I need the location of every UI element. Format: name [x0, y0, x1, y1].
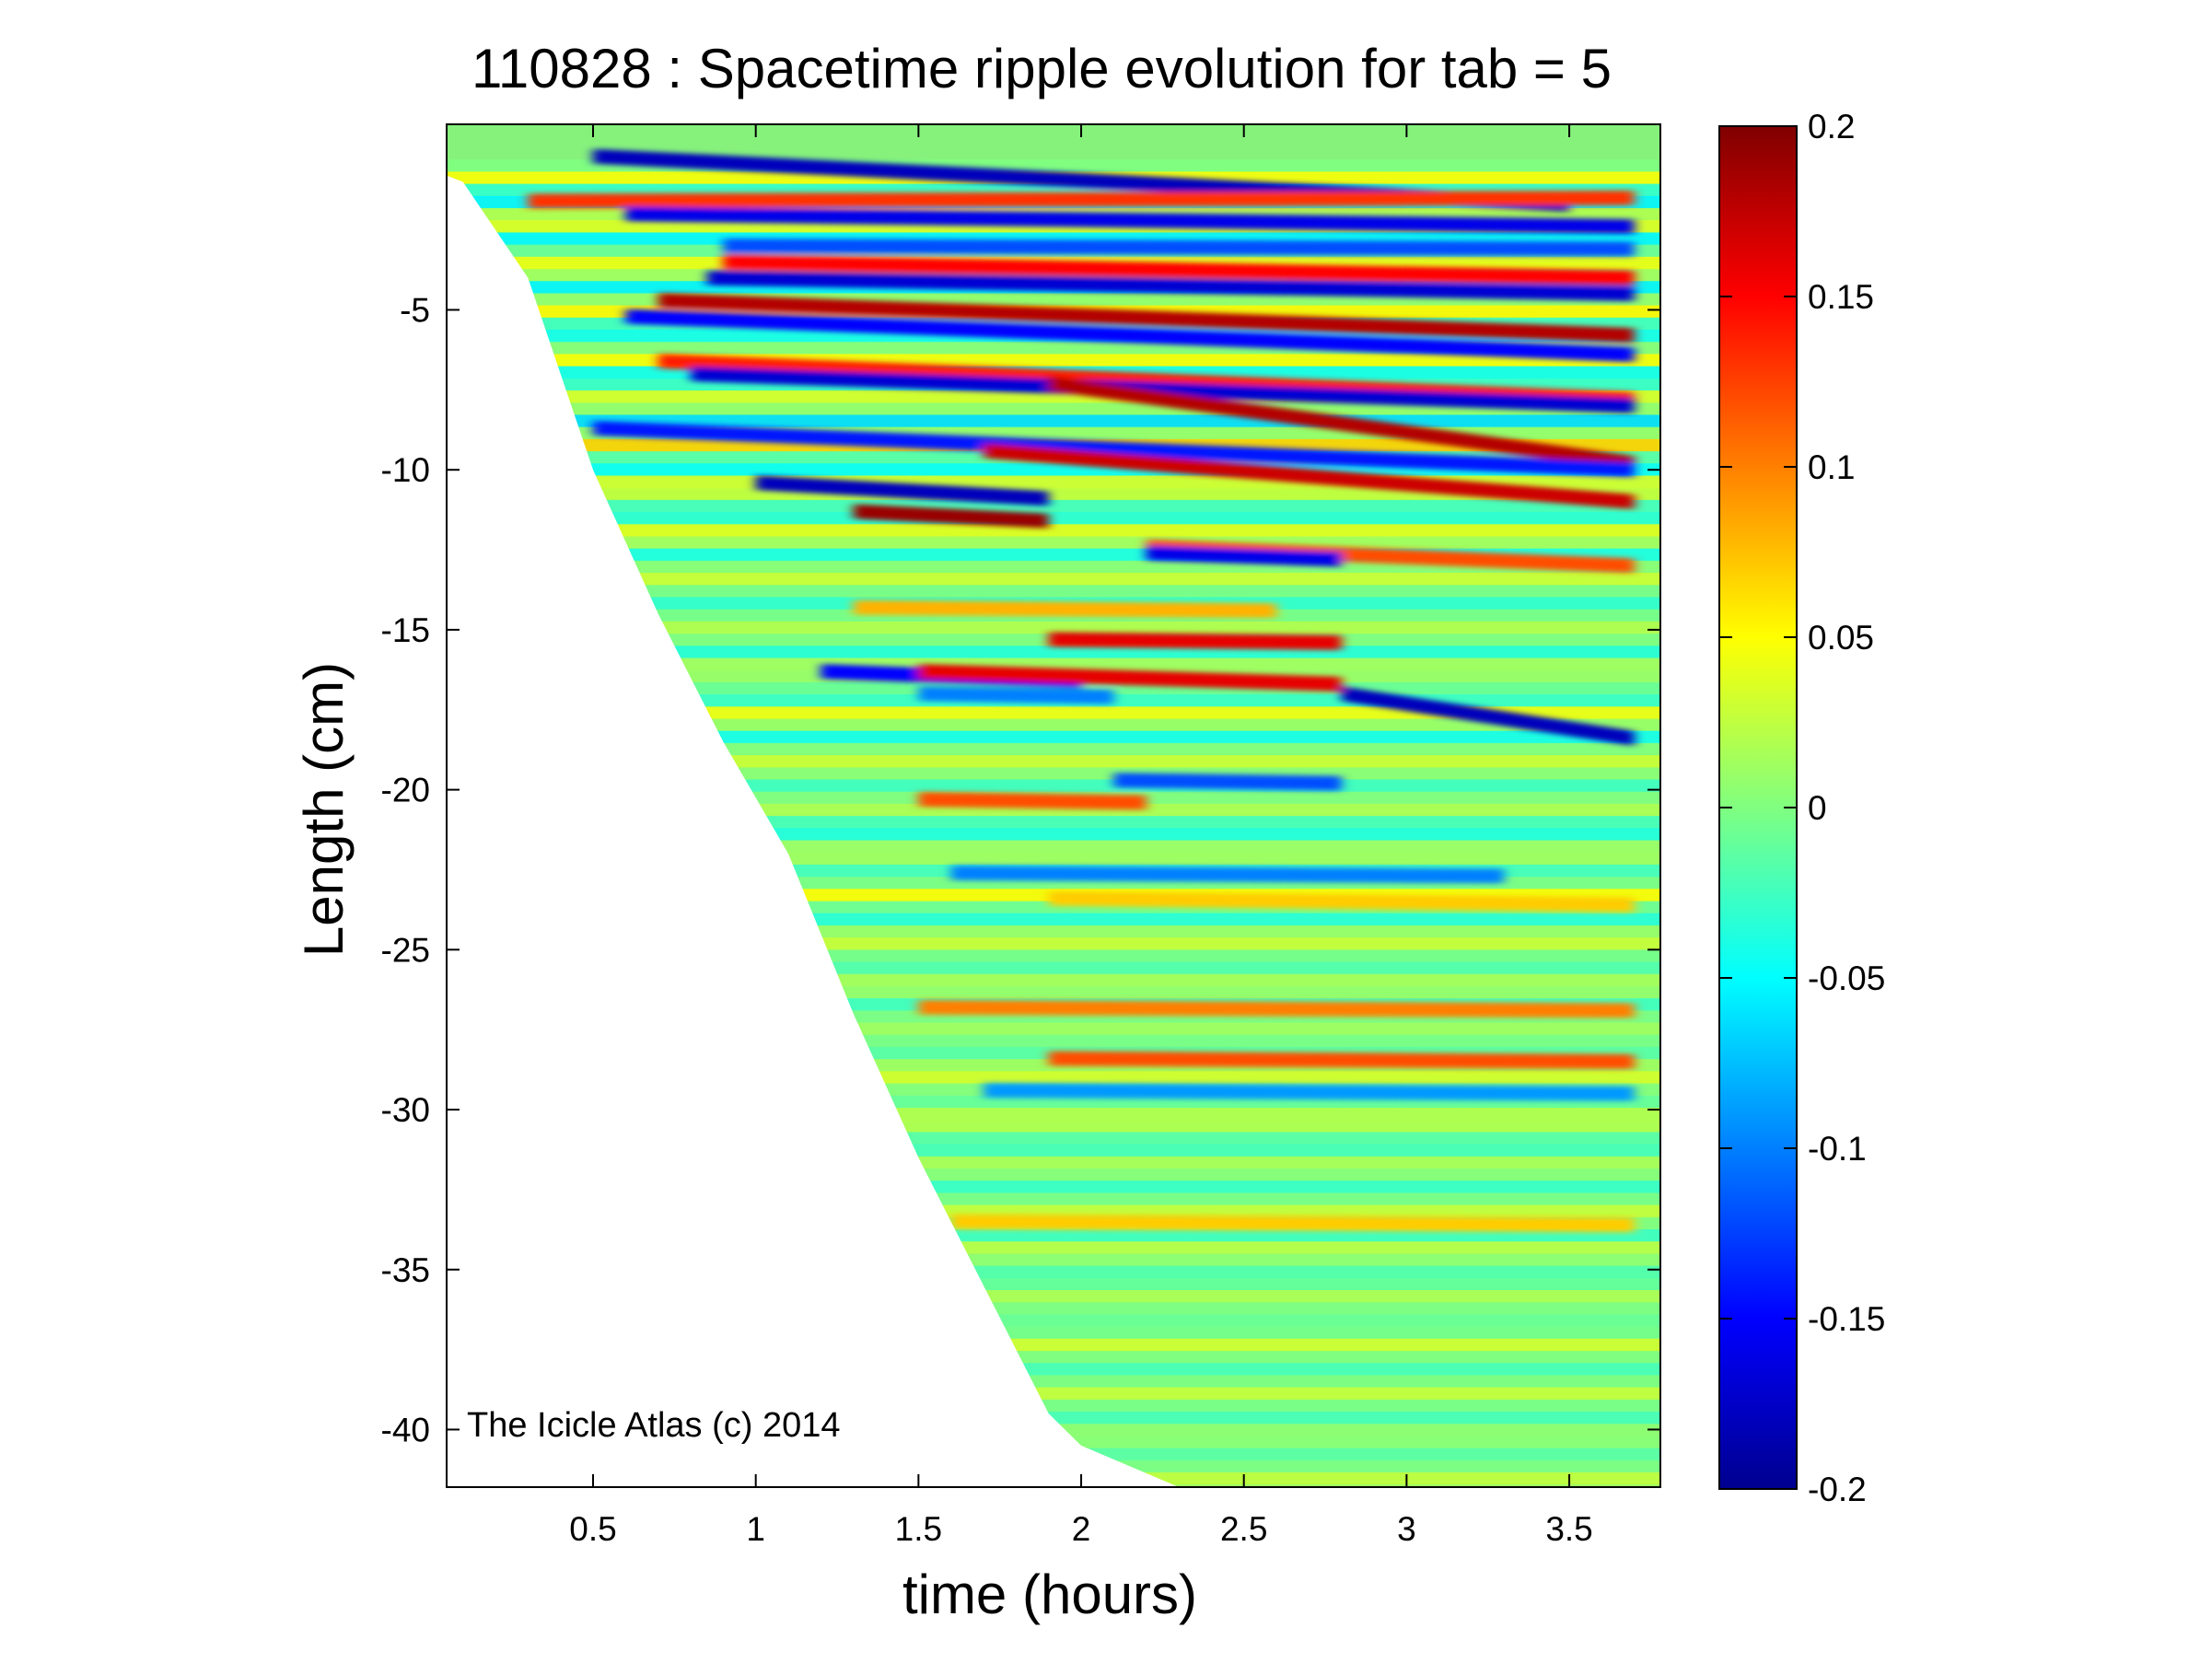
ripple-band [625, 308, 1635, 363]
ripple-band [918, 792, 1147, 810]
y-tick-label: -15 [381, 611, 430, 649]
y-tick-label: -40 [381, 1411, 430, 1448]
heatmap-stripe [447, 657, 1660, 671]
ripple-band [625, 206, 1635, 235]
heatmap-stripe [447, 524, 1660, 538]
ripple-band [658, 293, 1635, 343]
y-tick-label: -25 [381, 931, 430, 969]
ripple-band [918, 999, 1635, 1018]
ripple-band [950, 1214, 1635, 1233]
heatmap-stripe [447, 536, 1660, 550]
x-tick-label: 1 [746, 1510, 765, 1548]
x-tick-label: 1.5 [895, 1510, 942, 1548]
ripple-band [1146, 545, 1342, 567]
y-tick-label: -30 [381, 1091, 430, 1129]
colorbar-tick-label: 0.2 [1808, 108, 1855, 145]
x-tick-label: 0.5 [569, 1510, 616, 1548]
colorbar-tick-label: 0.05 [1808, 619, 1874, 657]
y-tick-label: -20 [381, 772, 430, 809]
ripple-band [853, 504, 1049, 529]
ripple-band [755, 475, 1049, 506]
x-tick-label: 3.5 [1545, 1510, 1592, 1548]
colorbar-tick-label: -0.05 [1808, 959, 1885, 997]
heatmap-stripe [447, 487, 1660, 502]
ripple-bands [528, 148, 1635, 1233]
colorbar-tick-label: -0.15 [1808, 1300, 1885, 1338]
y-tick-label: -5 [400, 292, 430, 330]
x-axis-title: time (hours) [902, 1564, 1197, 1625]
ripple-band [1113, 773, 1342, 791]
colorbar-tick-label: 0.15 [1808, 278, 1874, 316]
ripple-band [706, 270, 1635, 302]
heatmap-stripe [447, 742, 1660, 757]
heatmap-stripe [447, 755, 1660, 769]
heatmap-stripe [447, 402, 1660, 416]
y-tick-label: -35 [381, 1251, 430, 1289]
heatmap-stripe [447, 718, 1660, 732]
colorbar-tick-label: -0.2 [1808, 1471, 1867, 1508]
heatmap-stripe [447, 767, 1660, 781]
colorbar-tick-label: -0.1 [1808, 1130, 1867, 1168]
heatmap-stripe [447, 621, 1660, 635]
ripple-band [1146, 539, 1635, 574]
ripple-band [918, 664, 1342, 692]
ripple-band [984, 443, 1635, 509]
ripple-band [950, 865, 1505, 884]
colorbar-tick-label: 0.1 [1808, 448, 1855, 486]
ripple-band [1048, 890, 1635, 913]
plot-frame [446, 123, 1661, 1488]
ripple-band [1048, 1051, 1635, 1069]
ripple-band [918, 686, 1114, 704]
heatmap-stripe [447, 499, 1660, 514]
ripple-band [853, 599, 1277, 619]
ripple-band [593, 421, 1635, 478]
unmeasured-region [447, 124, 1180, 1487]
ripple-band [1341, 686, 1635, 747]
x-axis: 0.5 1 1.5 2 2.5 3 3.5 [569, 124, 1593, 1548]
ripple-band [1048, 376, 1635, 471]
ripple-band [691, 366, 1635, 413]
ripple-band [984, 1083, 1635, 1101]
heatmap [447, 124, 1660, 1487]
x-tick-label: 2 [1072, 1510, 1091, 1548]
y-axis: -5 -10 -15 -20 -25 -30 -35 -40 [381, 292, 1660, 1448]
ripple-band [723, 254, 1635, 285]
watermark: The Icicle Atlas (c) 2014 [467, 1406, 841, 1445]
y-axis-title: Length (cm) [293, 662, 355, 957]
ripple-band [528, 190, 1635, 209]
chart-title: 110828 : Spacetime ripple evolution for … [472, 38, 1612, 99]
x-tick-label: 3 [1397, 1510, 1416, 1548]
heatmap-stripe [447, 730, 1660, 745]
colorbar-tick-label: 0 [1808, 789, 1827, 827]
colorbar-axis: 0.2 0.15 0.1 0.05 0 -0.05 -0.1 -0.15 -0.2 [1719, 108, 1885, 1508]
heatmap-stripe [447, 645, 1660, 659]
y-tick-label: -10 [381, 451, 430, 489]
heatmap-stripe [447, 706, 1660, 720]
heatmap-stripe [447, 585, 1660, 599]
x-tick-label: 2.5 [1220, 1510, 1267, 1548]
ripple-band [1048, 632, 1342, 650]
heatmap-stripe [447, 560, 1660, 575]
ripple-band [723, 238, 1635, 257]
heatmap-stripe [447, 573, 1660, 587]
heatmap-stripe [447, 512, 1660, 526]
